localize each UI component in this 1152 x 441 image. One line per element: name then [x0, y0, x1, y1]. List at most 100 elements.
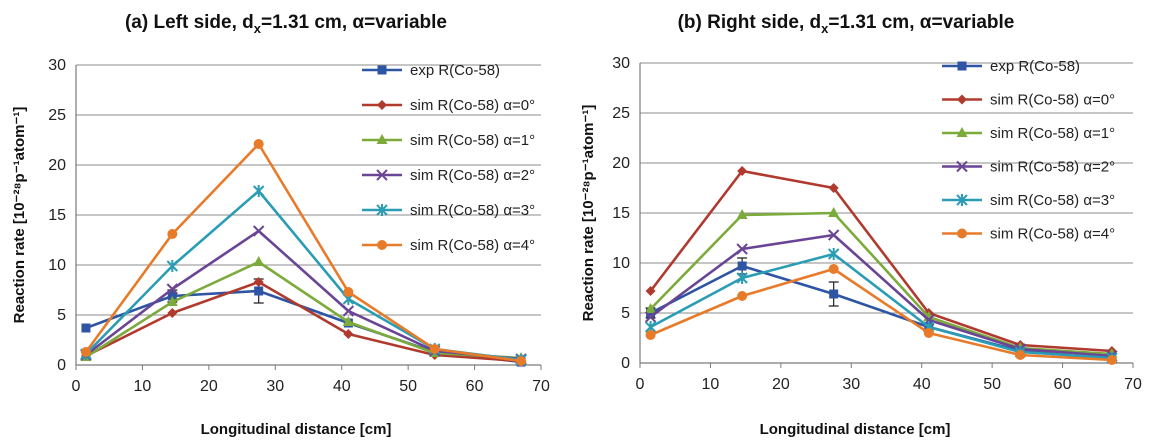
series-line-sim-r-co-58-alpha-0deg [649, 169, 1112, 353]
data-point [166, 296, 178, 306]
y-tick-label: 30 [48, 57, 66, 74]
y-tick-label: 25 [612, 105, 630, 122]
plot-frame [639, 63, 1133, 364]
data-point [645, 330, 656, 340]
x-tick-label: 20 [200, 378, 218, 395]
data-point [167, 229, 178, 239]
legend-label: sim R(Co-58) α=2° [990, 159, 1115, 176]
legend-item-sim-r-co-58-alpha-1deg: sim R(Co-58) α=1° [942, 125, 1115, 142]
legend-label: exp R(Co-58) [410, 62, 500, 79]
x-axis-label: Longitudinal distance [cm] [760, 421, 951, 438]
legend-item-sim-r-co-58-alpha-3deg: sim R(Co-58) α=3° [362, 202, 535, 219]
legend-marker [377, 100, 387, 110]
chart-panel-left: (a) Left side, dx=1.31 cm, α=variable Lo… [11, 12, 550, 438]
series-line-sim-r-co-58-alpha-2deg [649, 233, 1112, 358]
x-tick-label: 50 [983, 376, 1001, 393]
chart-panel-right: (b) Right side, dx=1.31 cm, α=variable L… [580, 12, 1142, 438]
x-tick-label: 50 [399, 378, 417, 395]
y-tick-labels: 0 5 10 15 20 25 30 [48, 57, 66, 374]
legend-marker [957, 61, 967, 71]
legend-label: sim R(Co-58) α=3° [990, 192, 1115, 209]
data-point [429, 344, 440, 354]
series-layer [80, 139, 527, 367]
x-axis-label: Longitudinal distance [cm] [201, 421, 392, 438]
y-tick-label: 30 [612, 55, 630, 72]
y-tick-label: 10 [612, 255, 630, 272]
legend-label: sim R(Co-58) α=3° [410, 202, 535, 219]
x-tick-label: 70 [532, 378, 550, 395]
data-point [736, 209, 748, 219]
x-tick-label: 0 [636, 376, 645, 393]
data-point [736, 243, 748, 255]
legend-item-exp-r-co-58: exp R(Co-58) [942, 58, 1080, 75]
data-point [645, 286, 656, 296]
data-point [253, 256, 265, 266]
data-point [923, 328, 934, 338]
x-tick-label: 10 [702, 376, 720, 393]
legend-marker [956, 194, 968, 206]
data-point [516, 356, 527, 366]
data-point [1015, 350, 1026, 360]
legend-item-sim-r-co-58-alpha-4deg: sim R(Co-58) α=4° [942, 226, 1115, 243]
data-point [828, 207, 840, 217]
data-point [253, 277, 264, 287]
data-point [644, 311, 657, 323]
data-point [736, 272, 748, 284]
legend: exp R(Co-58) sim R(Co-58) α=0° sim R(Co-58… [362, 62, 535, 254]
data-point [80, 347, 91, 357]
series-sim-r-co-58-alpha-4deg [645, 264, 1117, 365]
legend-label: sim R(Co-58) α=2° [410, 167, 535, 184]
legend-label: sim R(Co-58) α=0° [410, 97, 535, 114]
x-tick-label: 30 [266, 378, 284, 395]
data-point [343, 329, 354, 339]
x-tick-label: 40 [333, 378, 351, 395]
series-line-sim-r-co-58-alpha-4deg [650, 267, 1112, 362]
y-tick-label: 10 [48, 257, 66, 274]
legend-label: sim R(Co-58) α=0° [990, 92, 1115, 109]
legend-marker [376, 204, 388, 216]
y-tick-label: 20 [612, 155, 630, 172]
x-tick-label: 30 [842, 376, 860, 393]
x-tick-label: 60 [466, 378, 484, 395]
series-line-sim-r-co-58-alpha-0deg [85, 280, 522, 363]
data-point [828, 264, 839, 274]
y-tick-label: 20 [48, 157, 66, 174]
legend-label: sim R(Co-58) α=4° [990, 226, 1115, 243]
data-point [827, 229, 840, 241]
legend-marker [377, 240, 387, 250]
legend-label: sim R(Co-58) α=1° [990, 125, 1115, 142]
y-tick-label: 15 [48, 207, 66, 224]
y-tick-label: 0 [621, 355, 630, 372]
legend-item-sim-r-co-58-alpha-1deg: sim R(Co-58) α=1° [362, 132, 535, 149]
legend-marker [957, 228, 967, 239]
y-axis-label: Reaction rate [10⁻²⁸p⁻¹atom⁻¹] [11, 107, 28, 324]
legend-item-exp-r-co-58: exp R(Co-58) [362, 62, 500, 79]
x-tick-label: 0 [72, 378, 81, 395]
legend-marker [956, 160, 968, 173]
x-tick-label: 40 [913, 376, 931, 393]
data-point [254, 286, 264, 296]
data-point [828, 183, 839, 193]
data-point [252, 185, 265, 197]
data-point [342, 316, 354, 326]
data-point [737, 261, 747, 271]
x-tick-labels: 0 10 20 30 40 50 60 70 [636, 363, 1142, 393]
x-tick-label: 20 [772, 376, 790, 393]
legend-item-sim-r-co-58-alpha-2deg: sim R(Co-58) α=2° [942, 159, 1115, 176]
data-point [167, 308, 178, 318]
chart-title: (a) Left side, dx=1.31 cm, α=variable [125, 12, 447, 36]
legend-item-sim-r-co-58-alpha-3deg: sim R(Co-58) α=3° [942, 192, 1115, 209]
y-tick-label: 15 [612, 205, 630, 222]
y-axis-label: Reaction rate [10⁻²⁸p⁻¹atom⁻¹] [580, 105, 597, 322]
data-point [343, 287, 354, 297]
legend-marker [377, 65, 387, 75]
legend-marker [376, 134, 388, 144]
series-layer [644, 166, 1118, 365]
data-point [1106, 355, 1117, 365]
data-point [737, 166, 748, 176]
y-tick-label: 0 [57, 357, 66, 374]
chart-title: (b) Right side, dx=1.31 cm, α=variable [678, 12, 1015, 36]
data-point [166, 260, 179, 272]
